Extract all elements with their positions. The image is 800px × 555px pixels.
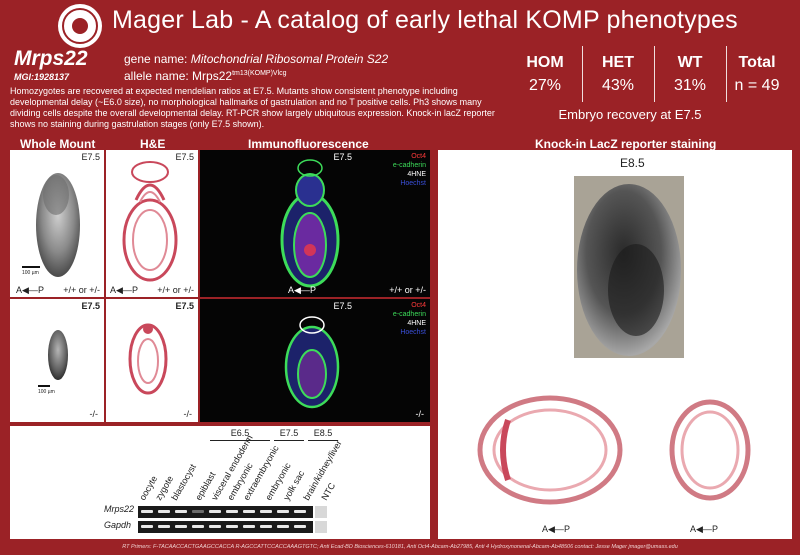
recovery-caption: Embryo recovery at E7.5 bbox=[558, 107, 702, 122]
stage-label: E7.5 bbox=[81, 152, 100, 162]
scalebar-label: 100 µm bbox=[38, 389, 55, 395]
gene-name: Mitochondrial Ribosomal Protein S22 bbox=[190, 52, 389, 66]
gel-band bbox=[192, 510, 204, 513]
rtpcr-gel-panel: E6.5 E7.5 E8.5 oocyte zygote blastocyst … bbox=[10, 426, 430, 539]
if-marker-legend: Oct4 e-cadherin 4HNE Hoechst bbox=[393, 152, 426, 188]
genotype-label: +/+ or +/- bbox=[157, 285, 194, 295]
marker-hoechst: Hoechst bbox=[400, 180, 426, 187]
genotype-label: -/- bbox=[415, 409, 425, 419]
gene-symbol: Mrps22 bbox=[14, 47, 88, 70]
orientation-axis: A◀—P bbox=[542, 524, 570, 534]
allele-superscript: tm13(KOMP)Vlcg bbox=[232, 70, 287, 77]
gel-band bbox=[243, 510, 255, 513]
stage-label: E7.5 bbox=[333, 301, 352, 311]
genotype-label: +/+ or +/- bbox=[389, 285, 426, 295]
allele-name-line: allele name: Mrps22tm13(KOMP)Vlcg bbox=[124, 69, 287, 83]
allele-name: Mrps22 bbox=[192, 69, 233, 83]
stat-hom: HOM 27% bbox=[510, 46, 580, 102]
scalebar-label: 100 µm bbox=[22, 270, 39, 276]
gel-band bbox=[260, 525, 272, 528]
stat-het: HET 43% bbox=[583, 46, 653, 102]
phenotype-summary: Homozygotes are recovered at expected me… bbox=[10, 86, 495, 129]
gel-band bbox=[226, 525, 238, 528]
he-wt-panel: E7.5 A◀—P +/+ or +/- bbox=[106, 150, 198, 297]
gel-band bbox=[277, 525, 289, 528]
university-seal-logo bbox=[58, 4, 102, 48]
gel-band bbox=[158, 525, 170, 528]
stat-value: 31% bbox=[673, 77, 707, 94]
marker-4hne: 4HNE bbox=[407, 171, 426, 178]
gel-strip-gapdh bbox=[138, 521, 313, 533]
section-immunofluorescence: Immunofluorescence bbox=[248, 137, 369, 151]
stage-label: E7.5 bbox=[175, 152, 194, 162]
lacz-stage-label: E8.5 bbox=[620, 156, 645, 170]
stat-total: Total n = 49 bbox=[722, 46, 792, 102]
gel-strip-mrps22 bbox=[138, 506, 313, 518]
gel-band bbox=[277, 510, 289, 513]
if-wt-panel: E7.5 Oct4 e-cadherin 4HNE Hoechst A◀—P +… bbox=[200, 150, 430, 297]
stage-label: E7.5 bbox=[175, 301, 194, 311]
gel-band bbox=[141, 525, 153, 528]
stat-value: 43% bbox=[601, 77, 635, 94]
gene-name-label: gene name: bbox=[124, 52, 191, 66]
gel-band bbox=[209, 525, 221, 528]
marker-oct4: Oct4 bbox=[411, 302, 426, 309]
stat-header: Total bbox=[738, 54, 776, 71]
stat-header: WT bbox=[677, 54, 703, 71]
orientation-axis: A◀—P bbox=[16, 285, 44, 295]
if-mutant-panel: E7.5 Oct4 e-cadherin 4HNE Hoechst -/- bbox=[200, 299, 430, 422]
footer-primers: RT Primers: F-TACAACCACTGAAGCCACCA R-AGC… bbox=[122, 544, 678, 550]
stat-value: n = 49 bbox=[734, 77, 780, 94]
gel-band bbox=[175, 525, 187, 528]
stage-e7-5: E7.5 bbox=[279, 428, 299, 438]
whole-mount-wt-panel: E7.5 100 µm A◀—P +/+ or +/- bbox=[10, 150, 104, 297]
genotype-label: +/+ or +/- bbox=[63, 285, 100, 295]
gel-band bbox=[192, 525, 204, 528]
stat-header: HOM bbox=[526, 54, 564, 71]
section-he: H&E bbox=[140, 137, 166, 151]
marker-hoechst: Hoechst bbox=[400, 329, 426, 336]
page-title: Mager Lab - A catalog of early lethal KO… bbox=[112, 6, 738, 34]
orientation-axis: A◀—P bbox=[690, 524, 718, 534]
gel-band bbox=[243, 525, 255, 528]
gel-band bbox=[158, 510, 170, 513]
gene-name-line: gene name: Mitochondrial Ribosomal Prote… bbox=[124, 52, 388, 66]
gel-strip-ntc-mrps22 bbox=[315, 506, 327, 518]
gel-band bbox=[260, 510, 272, 513]
gel-band bbox=[294, 525, 306, 528]
marker-4hne: 4HNE bbox=[407, 320, 426, 327]
gel-band bbox=[209, 510, 221, 513]
gel-band bbox=[226, 510, 238, 513]
lacz-panel: E8.5 A◀—P A◀—P bbox=[438, 150, 792, 539]
orientation-axis: A◀—P bbox=[288, 285, 316, 295]
genotype-label: -/- bbox=[89, 409, 99, 419]
gene-label-mrps22: Mrps22 bbox=[104, 504, 135, 514]
stat-value: 27% bbox=[528, 77, 562, 94]
mgi-id: MGI:1928137 bbox=[14, 72, 70, 82]
stat-wt: WT 31% bbox=[655, 46, 725, 102]
allele-name-label: allele name: bbox=[124, 69, 193, 83]
stage-e6-5: E6.5 bbox=[230, 428, 250, 438]
marker-ecadherin: e-cadherin bbox=[392, 311, 426, 318]
he-mutant-panel: E7.5 -/- bbox=[106, 299, 198, 422]
genotype-stats: HOM 27% HET 43% WT 31% Total n = 49 bbox=[510, 46, 792, 102]
gel-band bbox=[294, 510, 306, 513]
genotype-label: -/- bbox=[183, 409, 193, 419]
section-lacz: Knock-in LacZ reporter staining bbox=[535, 137, 717, 151]
stage-label: E7.5 bbox=[81, 301, 100, 311]
orientation-axis: A◀—P bbox=[110, 285, 138, 295]
gel-strip-ntc-gapdh bbox=[315, 521, 327, 533]
marker-oct4: Oct4 bbox=[411, 153, 426, 160]
whole-mount-mutant-panel: E7.5 100 µm -/- bbox=[10, 299, 104, 422]
if-marker-legend: Oct4 e-cadherin 4HNE Hoechst bbox=[393, 301, 426, 337]
section-whole-mount: Whole Mount bbox=[20, 137, 96, 151]
stage-e8-5: E8.5 bbox=[313, 428, 333, 438]
gel-band bbox=[175, 510, 187, 513]
gel-band bbox=[141, 510, 153, 513]
stage-label: E7.5 bbox=[333, 152, 352, 162]
gene-label-gapdh: Gapdh bbox=[104, 520, 132, 530]
stat-header: HET bbox=[602, 54, 634, 71]
lane-label: NTC bbox=[319, 480, 338, 502]
marker-ecadherin: e-cadherin bbox=[392, 162, 426, 169]
